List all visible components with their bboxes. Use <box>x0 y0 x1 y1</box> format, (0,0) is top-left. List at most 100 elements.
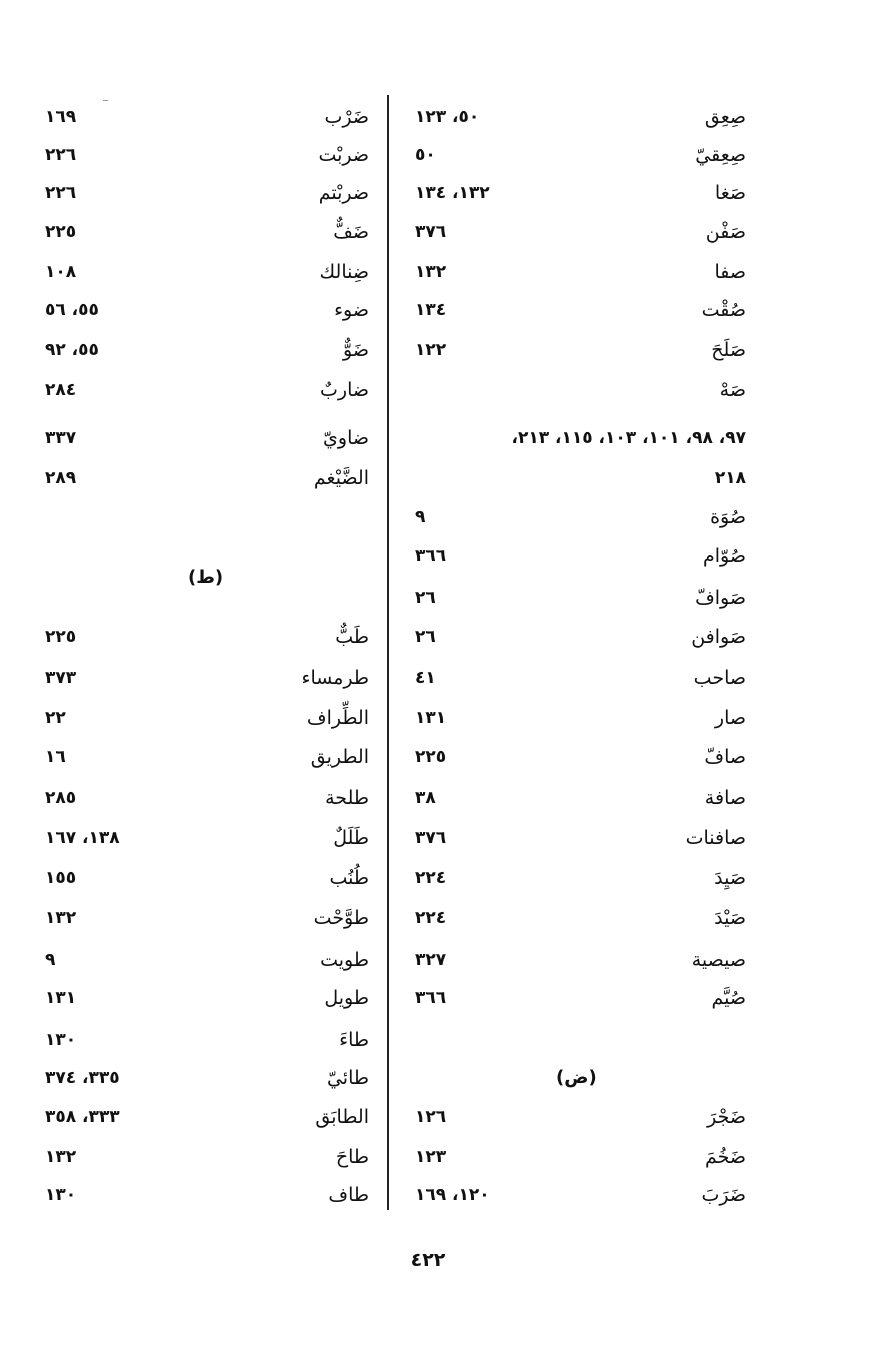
index-entry-page-refs: ٥٠ <box>415 145 436 165</box>
index-entry-term: ضربْتم <box>318 182 369 204</box>
index-entry-term: ضِنالك <box>319 261 369 283</box>
index-entry-term: طويل <box>324 987 369 1009</box>
index-entry-page-refs: ١٢٦ <box>415 1107 447 1127</box>
index-entry-term: صيصية <box>691 949 746 971</box>
index-entry-page-refs: ٢٢ <box>45 708 66 728</box>
index-entry-term: الطريق <box>310 746 369 768</box>
index-entry-page-refs: ٥٥، ٥٦ <box>45 300 99 320</box>
index-entry-page-refs: ١٠٨ <box>45 262 77 282</box>
index-entry-page-refs: ٣٧٦ <box>415 828 447 848</box>
index-entry-term: طَبٌّ <box>335 626 369 648</box>
index-entry-page-refs: ٢٦ <box>415 627 436 647</box>
index-entry-term: طلحة <box>325 787 369 809</box>
index-entry-term: صَوافن <box>691 626 746 648</box>
index-entry-page-refs: ١٣١ <box>45 988 77 1008</box>
index-entry-term: طوَّحْت <box>313 907 369 929</box>
index-entry-term: صَهْ <box>719 379 746 401</box>
index-entry-term: طُنُب <box>329 867 369 889</box>
index-entry-page-refs: ٣٨ <box>415 788 436 808</box>
index-entry-page-refs: ٥٠، ١٢٣ <box>415 107 480 127</box>
index-entry-page-refs: ١٣٢ <box>415 262 447 282</box>
index-entry-term: ضَجْرَ <box>707 1106 746 1128</box>
index-entry-page-refs: ٣٢٧ <box>415 950 447 970</box>
index-entry-page-refs: ١٣٤ <box>415 300 447 320</box>
index-entry-page-refs: ١٣٠ <box>45 1185 77 1205</box>
index-entry-page-refs: ٢٢٤ <box>415 868 447 888</box>
index-entry-refs-continuation: ٢١٨ <box>714 468 746 488</box>
index-entry-page-refs: ٣٧٣ <box>45 668 77 688</box>
index-entry-page-refs: ٩ <box>415 507 426 527</box>
index-entry-term: طرمساء <box>301 667 369 689</box>
index-entry-refs-continuation: ٩٧، ٩٨، ١٠١، ١٠٣، ١١٥، ٢١٣، <box>511 428 746 448</box>
index-entry-term: صَيْدَ <box>714 907 746 929</box>
index-entry-term: طاحَ <box>335 1146 369 1168</box>
index-entry-page-refs: ٣٦٦ <box>415 988 447 1008</box>
index-entry-term: صِعِقيّ <box>695 144 746 166</box>
index-entry-page-refs: ١٣٢ <box>45 908 77 928</box>
index-entry-page-refs: ٣٣٧ <box>45 428 77 448</box>
index-entry-page-refs: ٣٣٣، ٣٥٨ <box>45 1107 120 1127</box>
index-entry-page-refs: ٤١ <box>415 668 436 688</box>
index-entry-page-refs: ٢٢٦ <box>45 183 77 203</box>
page-number: ٤٢٢ <box>410 1249 446 1271</box>
index-entry-term: صَيِدَ <box>714 867 746 889</box>
index-entry-term: الضَّيْغم <box>313 467 369 489</box>
index-entry-term: صافة <box>704 787 746 809</box>
index-entry-term: صَغا <box>714 182 746 204</box>
index-entry-page-refs: ٢٦ <box>415 588 436 608</box>
index-entry-term: صَفْن <box>705 221 746 243</box>
index-entry-term: الطابَق <box>315 1106 369 1128</box>
index-entry-page-refs: ٣٦٦ <box>415 546 447 566</box>
index-entry-page-refs: ١٥٥ <box>45 868 77 888</box>
index-entry-page-refs: ١٢٣ <box>415 1147 447 1167</box>
index-entry-term: صُوّام <box>703 545 746 567</box>
index-entry-term: صِعِق <box>704 106 746 128</box>
index-entry-page-refs: ١٢٢ <box>415 340 447 360</box>
index-entry-term: صَوافّ <box>695 587 746 609</box>
index-entry-term: طَلَلٌ <box>333 827 369 849</box>
index-entry-page-refs: ١٣٢، ١٣٤ <box>415 183 490 203</box>
index-entry-page-refs: ٢٢٤ <box>415 908 447 928</box>
index-entry-term: ضربْت <box>318 144 369 166</box>
section-letter-header: (ض) <box>556 1067 597 1088</box>
index-entry-page-refs: ٢٨٤ <box>45 380 77 400</box>
index-entry-term: ضاويّ <box>323 427 369 449</box>
index-entry-page-refs: ١٣١ <box>415 708 447 728</box>
index-entry-page-refs: ١٦٩ <box>45 107 77 127</box>
index-entry-term: صُيَّم <box>711 987 746 1009</box>
index-entry-page-refs: ١٢٠، ١٦٩ <box>415 1185 490 1205</box>
index-entry-term: طائيّ <box>326 1067 369 1089</box>
index-entry-term: ضَوٌّ <box>343 339 369 361</box>
section-letter-header: (ط) <box>188 567 224 588</box>
index-entry-page-refs: ١٣٠ <box>45 1030 77 1050</box>
index-entry-page-refs: ٣٣٥، ٣٧٤ <box>45 1068 120 1088</box>
scan-speck <box>103 100 108 101</box>
column-divider <box>387 95 389 1210</box>
index-entry-page-refs: ٢٨٥ <box>45 788 77 808</box>
index-entry-page-refs: ٣٧٦ <box>415 222 447 242</box>
index-entry-page-refs: ١٦ <box>45 747 66 767</box>
index-entry-page-refs: ٩ <box>45 950 56 970</box>
index-entry-term: ضوء <box>334 299 369 321</box>
index-entry-term: صاحب <box>693 667 746 689</box>
index-entry-term: صافّ <box>704 746 746 768</box>
index-entry-term: ضَرْب <box>324 106 369 128</box>
index-entry-page-refs: ٥٥، ٩٢ <box>45 340 99 360</box>
index-entry-page-refs: ٢٢٥ <box>45 222 77 242</box>
index-entry-page-refs: ٢٢٦ <box>45 145 77 165</box>
index-entry-term: صفا <box>714 261 746 283</box>
index-entry-term: صافنات <box>685 827 746 849</box>
index-entry-term: ضاربٌ <box>320 379 369 401</box>
index-entry-page-refs: ٢٨٩ <box>45 468 77 488</box>
index-entry-page-refs: ١٣٨، ١٦٧ <box>45 828 120 848</box>
index-entry-page-refs: ٢٢٥ <box>415 747 447 767</box>
index-entry-term: ضَفٌّ <box>333 221 369 243</box>
index-entry-page-refs: ١٣٢ <box>45 1147 77 1167</box>
index-entry-term: صار <box>714 707 746 729</box>
index-entry-term: طاءَ <box>339 1029 369 1051</box>
index-entry-term: صُقْت <box>701 299 746 321</box>
index-entry-term: ضَرَبَ <box>701 1184 746 1206</box>
index-entry-page-refs: ٢٢٥ <box>45 627 77 647</box>
index-entry-term: ضَخُمَ <box>704 1146 746 1168</box>
index-entry-term: صُوَة <box>710 506 746 528</box>
